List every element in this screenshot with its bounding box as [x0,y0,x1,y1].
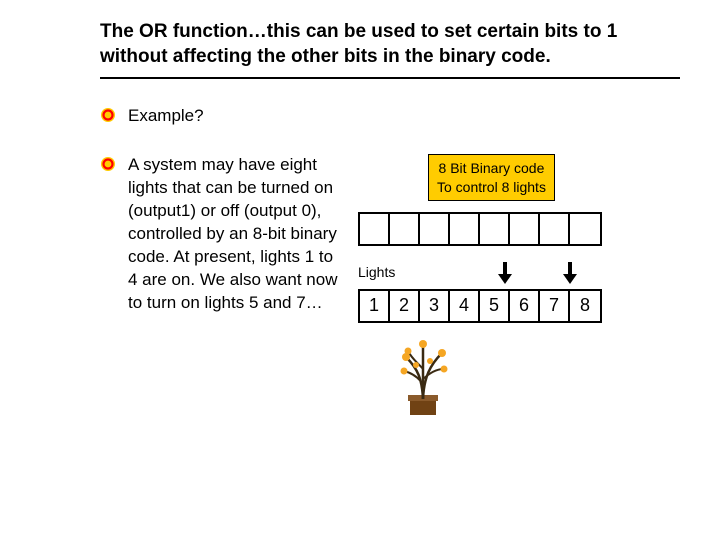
lights-numbers-row: 1 2 3 4 5 6 7 8 [358,289,602,323]
down-arrow-icon [563,262,577,284]
caption-line-2: To control 8 lights [437,179,546,195]
title-underline [100,77,680,79]
bit-cell [420,214,450,244]
bullet-1: Example? [100,105,680,128]
num-cell: 2 [390,291,420,321]
bullet-1-text: Example? [128,105,204,128]
decorative-tree-image [378,329,468,419]
down-arrow-icon [498,262,512,284]
bit-cell [510,214,540,244]
num-cell: 5 [480,291,510,321]
lights-label: Lights [358,264,395,280]
caption-box: 8 Bit Binary code To control 8 lights [428,154,555,200]
binary-bits-row [358,212,602,246]
num-cell: 8 [570,291,600,321]
bit-cell [540,214,570,244]
bit-cell [450,214,480,244]
bullet-2: A system may have eight lights that can … [100,154,338,315]
num-cell: 7 [540,291,570,321]
num-cell: 6 [510,291,540,321]
caption-line-1: 8 Bit Binary code [439,160,545,176]
num-cell: 4 [450,291,480,321]
bullet-2-text: A system may have eight lights that can … [128,154,338,315]
num-cell: 3 [420,291,450,321]
bullet-icon [100,107,118,128]
bullet-icon [100,156,118,177]
bit-cell [480,214,510,244]
num-cell: 1 [360,291,390,321]
bit-cell [390,214,420,244]
bit-cell [570,214,600,244]
bit-cell [360,214,390,244]
slide-title: The OR function…this can be used to set … [100,20,680,69]
